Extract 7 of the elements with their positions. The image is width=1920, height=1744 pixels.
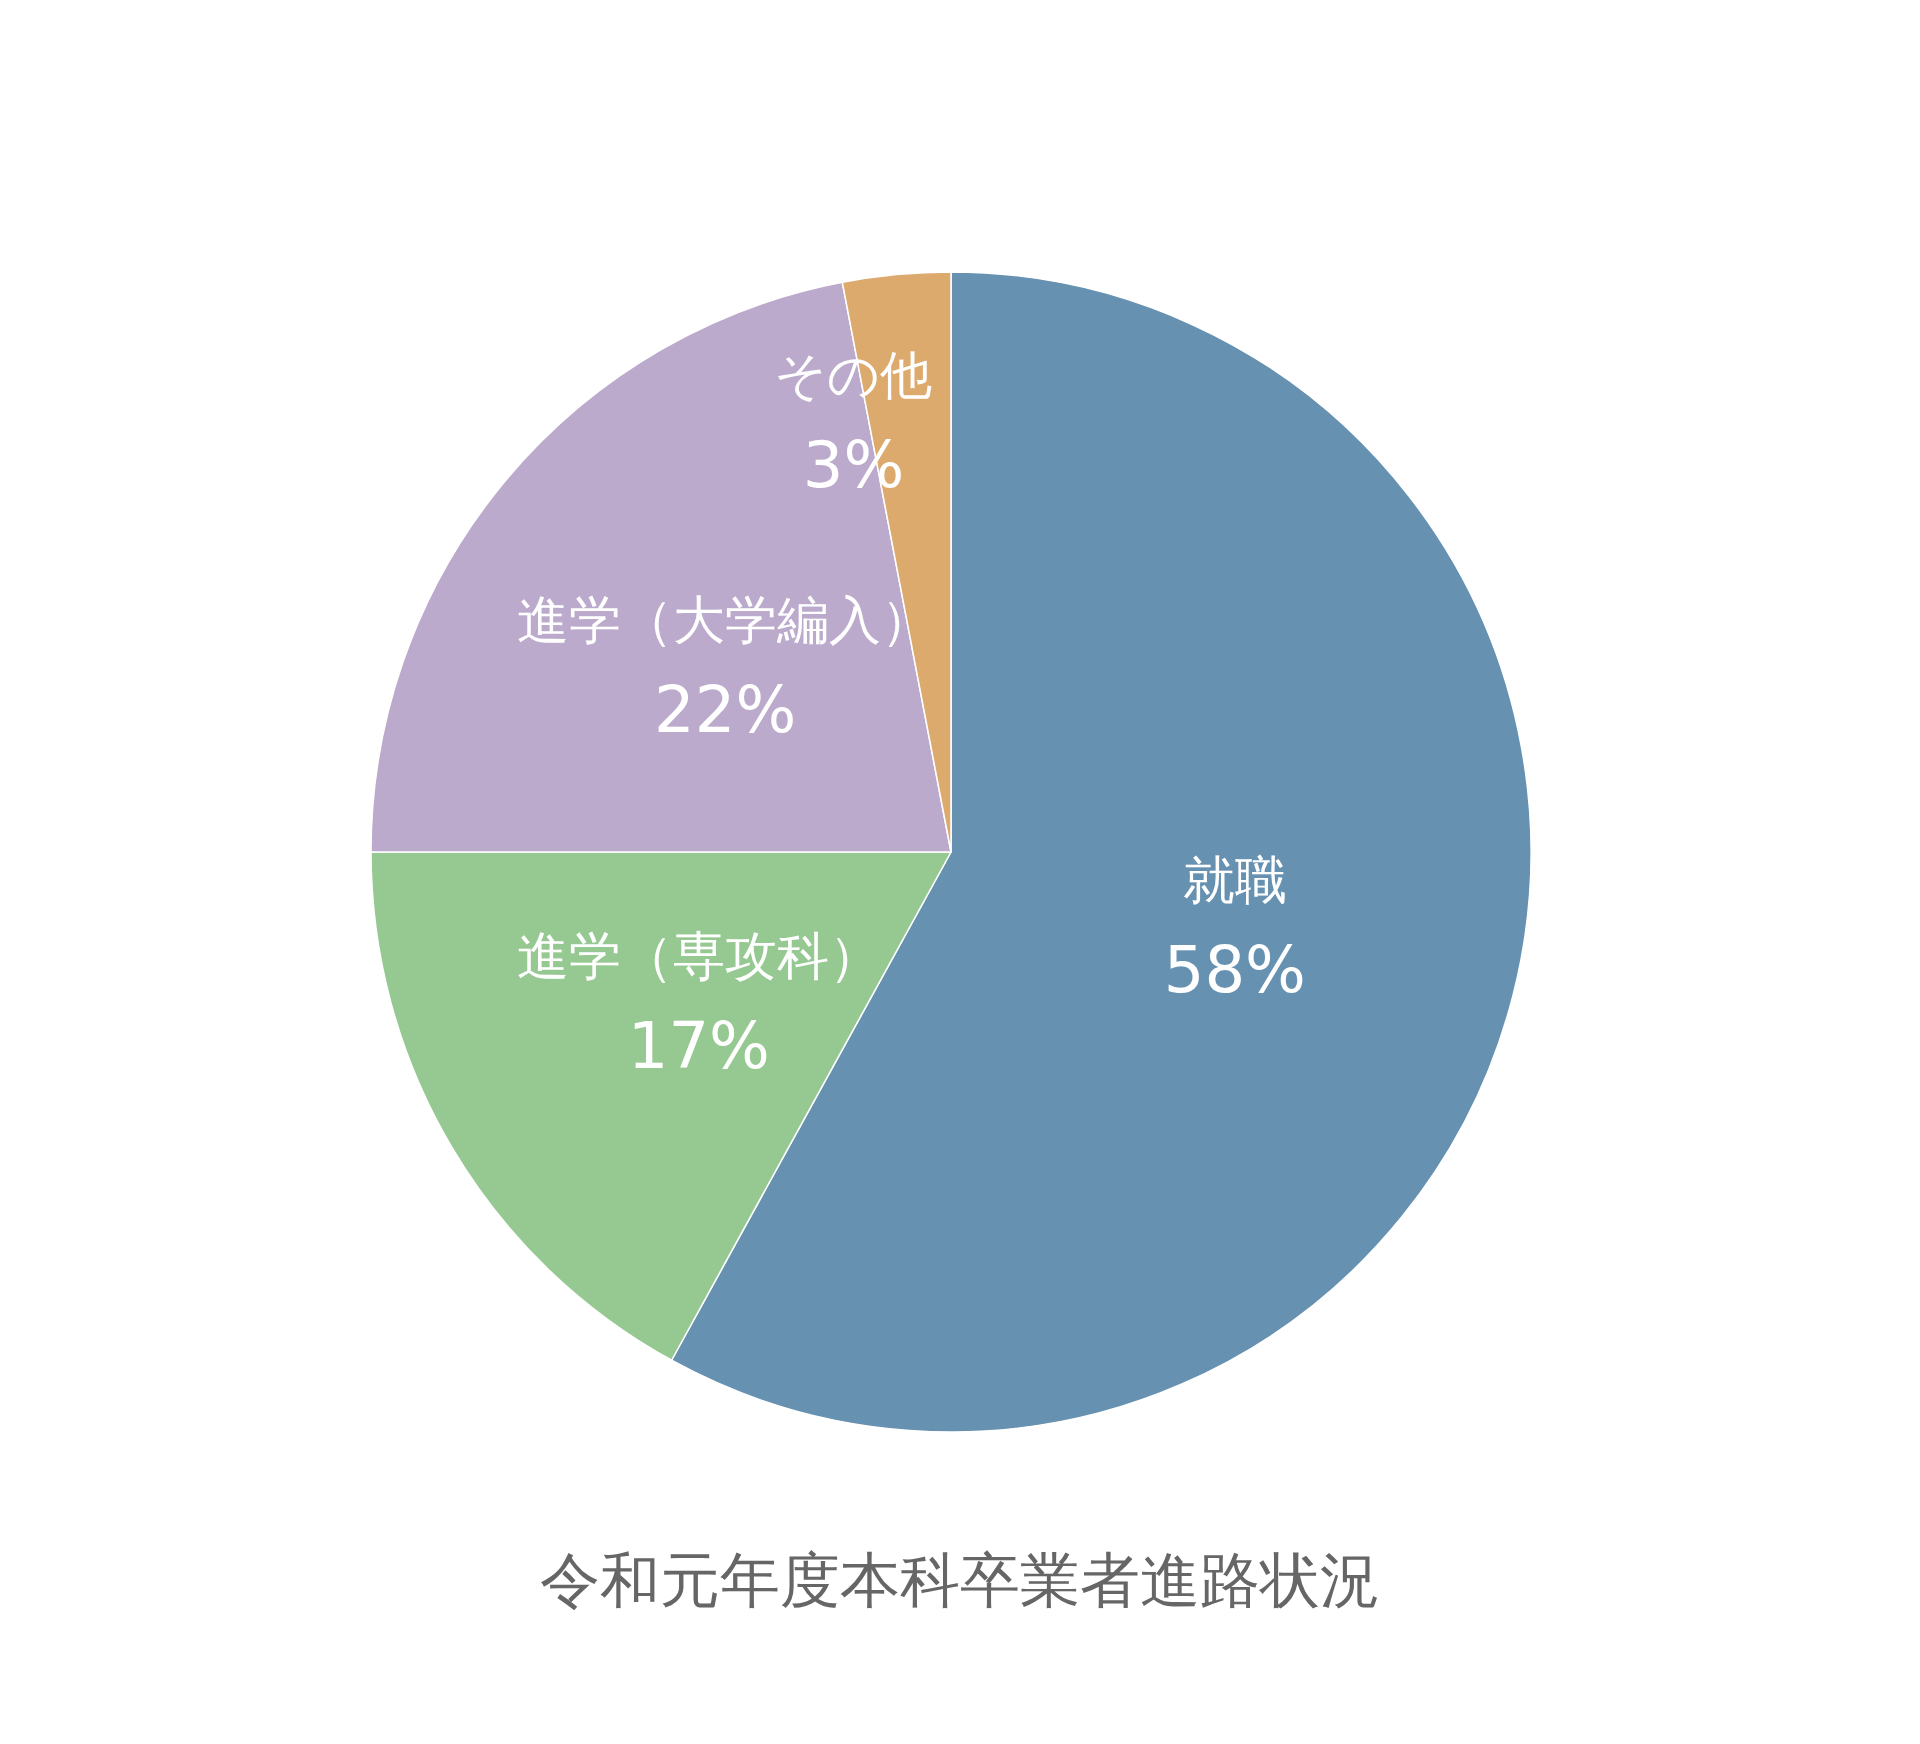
- data-label: 22%: [654, 673, 797, 748]
- data-label: 58%: [1163, 932, 1306, 1007]
- slice-label: 就職: [1182, 849, 1287, 910]
- data-label: 17%: [627, 1009, 770, 1084]
- slice-label: 進学（大学編入）: [517, 590, 934, 651]
- text: 令和元年度本科卒業者進路状況: [540, 1545, 1380, 1615]
- slice-label: 進学（専攻科）: [516, 926, 881, 987]
